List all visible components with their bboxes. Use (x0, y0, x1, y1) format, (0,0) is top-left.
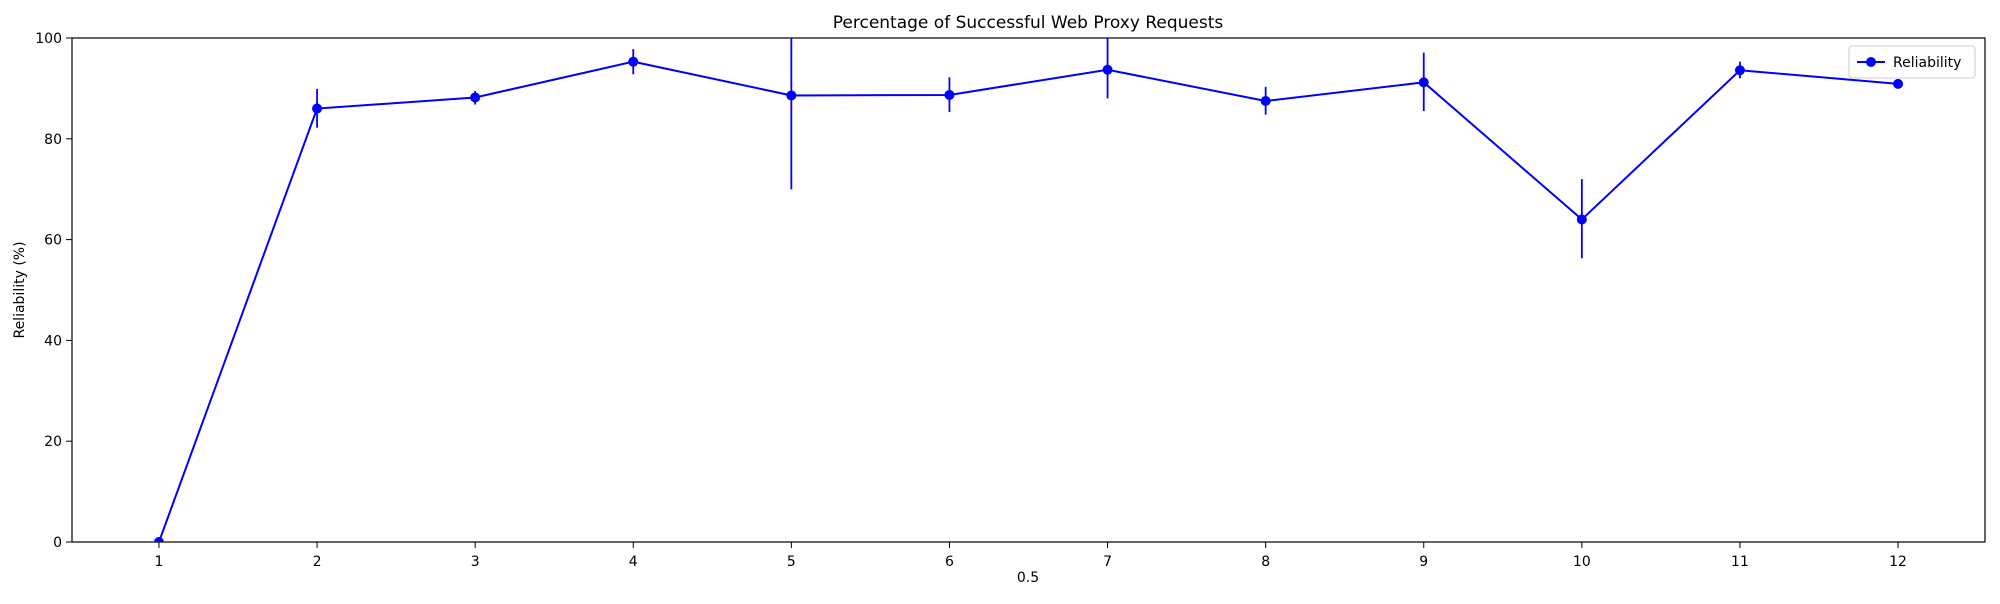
y-tick-label: 60 (44, 233, 62, 249)
y-axis-title: Reliability (%) (12, 241, 28, 338)
data-point (628, 56, 639, 67)
data-point (470, 92, 481, 103)
x-tick-label: 6 (945, 554, 954, 570)
data-point (944, 89, 955, 100)
data-point (1260, 96, 1271, 106)
x-tick-label: 1 (154, 554, 163, 570)
legend-box (1848, 45, 1976, 79)
data-point (1418, 77, 1429, 88)
chart-title: Percentage of Successful Web Proxy Reque… (833, 13, 1224, 33)
y-tick-label: 100 (35, 31, 62, 47)
x-tick-label: 9 (1419, 554, 1428, 570)
data-point (1102, 64, 1113, 75)
data-point (153, 537, 164, 542)
y-tick-label: 0 (53, 535, 62, 551)
plot-frame (71, 37, 1986, 543)
series-group (153, 38, 1904, 542)
x-tick-label: 12 (1889, 554, 1907, 570)
legend-label: Reliability (1893, 55, 1961, 71)
x-tick-label: 4 (629, 554, 638, 570)
x-tick-label: 10 (1573, 554, 1591, 570)
x-tick-label: 5 (787, 554, 796, 570)
series-line (158, 60, 1899, 542)
legend: Reliability (1848, 45, 1976, 79)
data-point (1893, 78, 1904, 89)
data-point (786, 90, 797, 101)
y-tick-label: 80 (44, 132, 62, 148)
x-tick-label: 2 (313, 554, 322, 570)
x-tick-label: 3 (471, 554, 480, 570)
data-point (312, 103, 323, 114)
data-point (1734, 65, 1745, 76)
x-tick-label: 8 (1261, 554, 1270, 570)
x-axis-title: 0.5 (1017, 570, 1039, 586)
x-tick-label: 11 (1731, 554, 1749, 570)
data-point (1576, 214, 1587, 225)
y-tick-label: 20 (44, 434, 62, 450)
legend-marker (1866, 57, 1876, 67)
y-tick-label: 40 (44, 333, 62, 349)
x-tick-label: 7 (1103, 554, 1112, 570)
